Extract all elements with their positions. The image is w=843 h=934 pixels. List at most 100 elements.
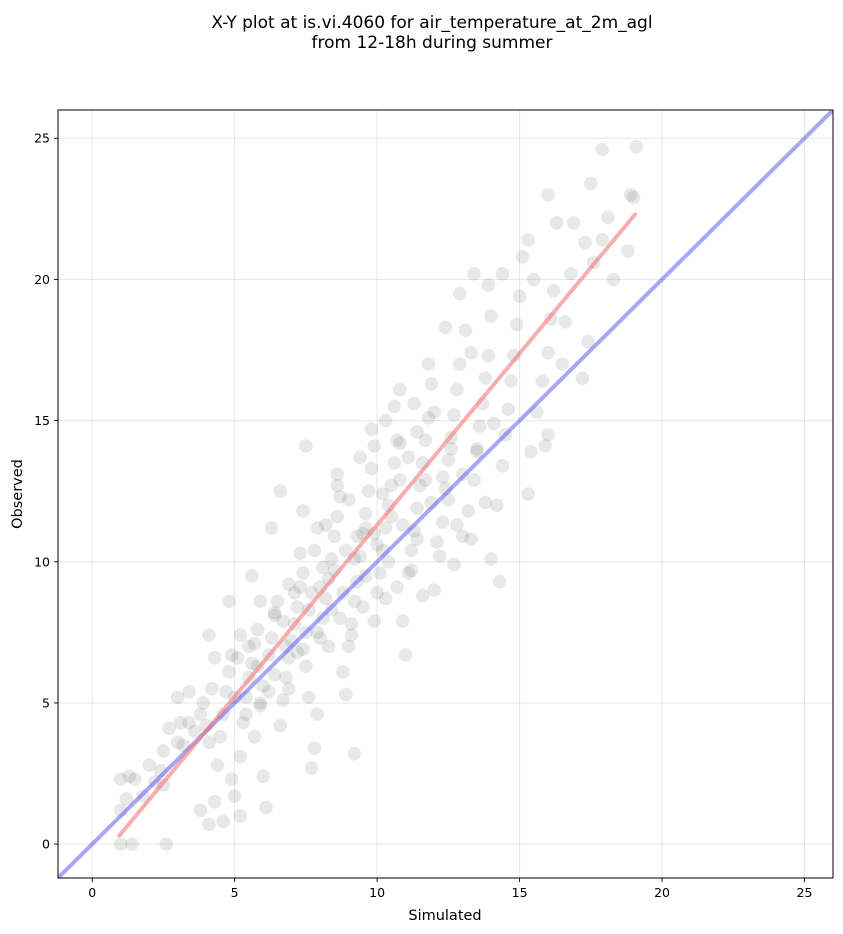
data-point xyxy=(578,235,592,250)
data-point xyxy=(321,639,336,654)
data-point xyxy=(125,837,139,851)
data-point xyxy=(433,549,447,563)
reference-lines xyxy=(58,110,833,878)
data-point xyxy=(367,439,382,453)
data-point xyxy=(253,698,268,713)
data-point xyxy=(393,382,407,397)
data-point xyxy=(623,187,638,202)
data-point xyxy=(264,521,279,535)
data-point xyxy=(367,614,382,628)
plot-area-frame xyxy=(57,109,834,879)
data-point xyxy=(202,817,216,832)
data-point xyxy=(621,244,635,258)
data-point xyxy=(119,792,134,806)
y-tick-label: 0 xyxy=(42,837,50,852)
data-point xyxy=(489,498,504,513)
data-point xyxy=(629,139,644,154)
identity-line xyxy=(58,110,833,878)
data-point xyxy=(407,396,421,411)
x-tick-label: 5 xyxy=(231,885,239,900)
data-point xyxy=(512,289,527,304)
data-point xyxy=(239,707,253,722)
data-point xyxy=(401,566,416,580)
data-point xyxy=(347,746,362,761)
grid xyxy=(58,110,833,878)
data-point xyxy=(230,650,245,665)
data-point xyxy=(427,405,441,419)
x-axis-label: Simulated xyxy=(408,908,481,924)
data-point xyxy=(492,574,507,589)
data-point xyxy=(404,543,419,558)
data-point xyxy=(430,535,444,549)
data-point xyxy=(182,715,196,730)
y-tick-label: 5 xyxy=(42,695,50,710)
data-point xyxy=(447,408,461,422)
data-point xyxy=(452,286,467,301)
data-point xyxy=(310,707,325,722)
data-point xyxy=(541,187,555,202)
data-point xyxy=(515,250,530,264)
data-point xyxy=(376,487,390,501)
data-point xyxy=(364,422,379,436)
data-point xyxy=(358,506,373,521)
data-point xyxy=(558,314,572,329)
data-point xyxy=(378,591,393,606)
data-point xyxy=(581,334,595,349)
data-point xyxy=(247,636,262,651)
data-point xyxy=(279,670,293,685)
data-point xyxy=(193,707,208,722)
data-point xyxy=(222,665,236,679)
data-point xyxy=(296,566,310,580)
data-point xyxy=(450,382,464,397)
data-point xyxy=(358,521,373,535)
data-point xyxy=(395,518,410,532)
y-tick-label: 10 xyxy=(34,554,50,569)
data-point xyxy=(481,348,496,363)
data-point xyxy=(410,501,424,515)
data-point xyxy=(464,532,478,546)
data-point xyxy=(213,730,228,744)
data-point xyxy=(293,546,307,561)
data-point xyxy=(236,715,251,730)
data-point xyxy=(233,749,248,764)
data-point xyxy=(299,439,313,453)
data-point xyxy=(216,814,231,829)
data-point xyxy=(566,216,581,230)
data-point xyxy=(341,639,356,654)
data-point xyxy=(330,509,345,524)
data-point xyxy=(310,625,325,640)
data-point xyxy=(162,721,176,736)
y-tick-label: 20 xyxy=(34,272,50,287)
data-point xyxy=(159,837,174,851)
x-tick-label: 0 xyxy=(88,885,96,900)
data-point xyxy=(390,580,404,594)
data-point xyxy=(210,758,225,772)
data-point xyxy=(441,453,456,467)
data-point xyxy=(187,724,202,738)
x-tick-label: 10 xyxy=(369,885,385,900)
data-point xyxy=(370,586,384,600)
data-point xyxy=(253,696,268,710)
data-point xyxy=(418,433,433,448)
data-point xyxy=(467,266,481,281)
data-point xyxy=(259,800,273,815)
data-point xyxy=(225,648,239,662)
data-point xyxy=(273,484,288,498)
data-point xyxy=(205,682,219,696)
data-point xyxy=(370,538,384,552)
data-point xyxy=(128,772,142,786)
data-point xyxy=(527,272,541,287)
data-point xyxy=(336,665,350,679)
data-point xyxy=(299,659,313,674)
data-point xyxy=(584,176,598,191)
data-point xyxy=(244,656,259,671)
data-point xyxy=(447,557,461,572)
data-point xyxy=(310,521,325,535)
data-point xyxy=(478,371,493,386)
data-point xyxy=(538,439,553,453)
data-point xyxy=(207,794,222,809)
data-point xyxy=(281,577,296,592)
data-point xyxy=(290,645,305,659)
data-point xyxy=(378,413,393,428)
